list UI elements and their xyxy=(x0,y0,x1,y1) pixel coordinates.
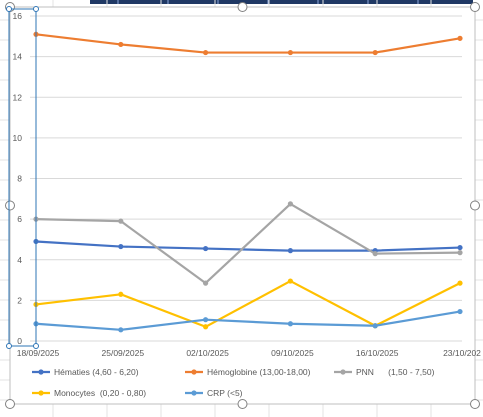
data-point[interactable] xyxy=(118,218,124,224)
x-tick-label: 23/10/202 xyxy=(443,348,481,358)
selected-axis-box[interactable] xyxy=(8,8,37,347)
chart-axes: 0 2 4 6 8 10 12 14 16 18/09/2025 25/09/2025 02/10/2… xyxy=(13,11,482,358)
resize-handle[interactable] xyxy=(5,399,15,409)
data-point[interactable] xyxy=(287,321,293,327)
axis-selection-handle[interactable] xyxy=(33,6,39,12)
y-tick-label: 10 xyxy=(13,133,23,143)
y-tick-label: 0 xyxy=(17,336,22,346)
legend-swatch-marker xyxy=(191,369,197,375)
x-tick-label: 25/09/2025 xyxy=(102,348,145,358)
legend-swatch-marker xyxy=(38,390,44,396)
data-point[interactable] xyxy=(118,41,124,48)
y-tick-label: 4 xyxy=(17,255,22,265)
data-point[interactable] xyxy=(203,317,209,323)
chart-selection-frame xyxy=(5,2,480,409)
data-point[interactable] xyxy=(457,280,463,286)
resize-handle[interactable] xyxy=(470,2,480,12)
data-point[interactable] xyxy=(372,323,378,329)
data-point[interactable] xyxy=(118,243,124,250)
data-point[interactable] xyxy=(457,244,463,251)
x-tick-label: 02/10/2025 xyxy=(186,348,229,358)
y-tick-label: 6 xyxy=(17,214,22,224)
series-line-2[interactable] xyxy=(34,33,462,54)
legend-entry[interactable]: Hématies (4,60 - 6,20) xyxy=(32,367,139,377)
series-line-5[interactable] xyxy=(34,310,462,331)
x-tick-label: 09/10/2025 xyxy=(271,348,314,358)
data-point[interactable] xyxy=(457,35,463,41)
chart-series xyxy=(33,31,463,333)
data-point[interactable] xyxy=(287,49,293,56)
data-point[interactable] xyxy=(457,308,463,315)
resize-handle[interactable] xyxy=(470,399,480,409)
axis-selection-handle[interactable] xyxy=(33,343,39,349)
resize-handle[interactable] xyxy=(237,399,248,409)
data-point[interactable] xyxy=(287,278,293,284)
axis-selection-handle[interactable] xyxy=(6,6,12,12)
legend-entry[interactable]: Monocytes (0,20 - 0,80) xyxy=(32,388,146,398)
data-point[interactable] xyxy=(118,291,124,297)
data-point[interactable] xyxy=(372,49,378,56)
x-tick-label: 18/09/2025 xyxy=(17,348,60,358)
y-tick-label: 8 xyxy=(17,174,22,184)
data-point[interactable] xyxy=(203,245,209,252)
data-point[interactable] xyxy=(203,324,209,330)
y-tick-label: 2 xyxy=(17,295,22,305)
x-tick-label: 16/10/2025 xyxy=(356,348,399,358)
series-line-4[interactable] xyxy=(34,279,462,328)
axis-selection-handle[interactable] xyxy=(6,343,12,349)
header-row-band xyxy=(90,0,473,4)
data-point[interactable] xyxy=(118,327,124,333)
series-line-3[interactable] xyxy=(34,202,462,285)
legend-entry[interactable]: Hémoglobine (13,00-18,00) xyxy=(185,367,311,377)
chart-gridlines xyxy=(30,15,462,342)
chart-legend: Hématies (4,60 - 6,20) Hémoglobine (13,00… xyxy=(32,367,435,398)
y-tick-label: 14 xyxy=(13,52,23,62)
resize-handle[interactable] xyxy=(237,2,248,12)
y-tick-label: 12 xyxy=(13,92,23,102)
legend-label: CRP (<5) xyxy=(207,388,243,398)
legend-entry[interactable]: PNN (1,50 - 7,50) xyxy=(334,367,435,377)
resize-handle[interactable] xyxy=(470,200,480,211)
series-line-1[interactable] xyxy=(34,240,462,252)
data-point[interactable] xyxy=(287,201,293,207)
data-point[interactable] xyxy=(457,250,463,256)
legend-label: Hémoglobine (13,00-18,00) xyxy=(207,367,311,377)
legend-label: PNN (1,50 - 7,50) xyxy=(356,367,435,377)
legend-swatch-marker xyxy=(38,369,44,375)
legend-entry[interactable]: CRP (<5) xyxy=(185,388,243,398)
y-tick-label: 16 xyxy=(13,11,23,21)
legend-swatch-marker xyxy=(340,369,346,375)
data-point[interactable] xyxy=(287,248,293,254)
resize-handle[interactable] xyxy=(5,200,15,211)
legend-label: Monocytes (0,20 - 0,80) xyxy=(54,388,146,398)
data-point[interactable] xyxy=(203,280,209,286)
data-point[interactable] xyxy=(372,251,378,257)
data-point[interactable] xyxy=(203,49,209,56)
chart-area[interactable] xyxy=(9,6,476,405)
legend-label: Hématies (4,60 - 6,20) xyxy=(54,367,139,377)
legend-swatch-marker xyxy=(191,390,197,396)
